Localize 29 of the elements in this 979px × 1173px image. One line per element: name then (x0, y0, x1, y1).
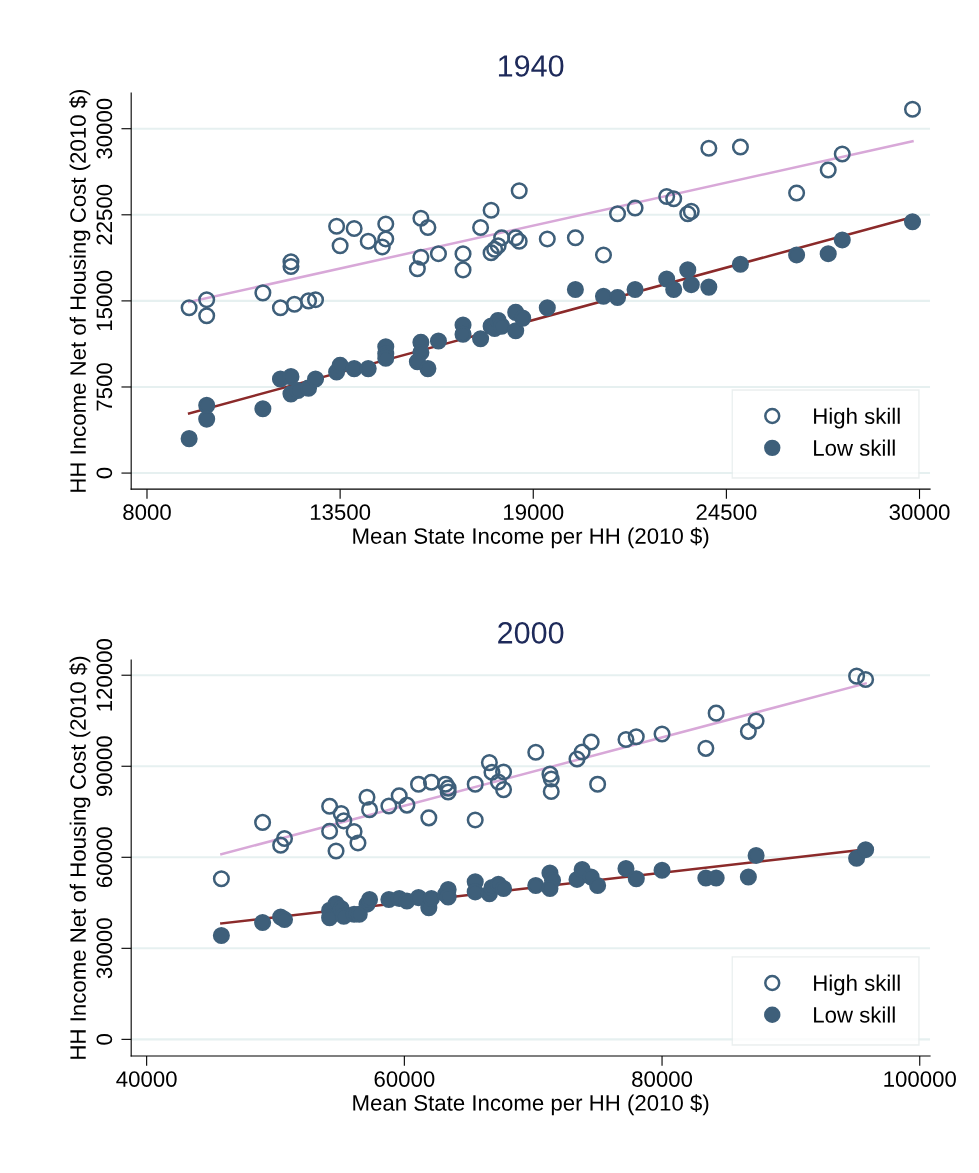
y-tick-label: 7500 (96, 363, 113, 411)
y-tick-label: 60000 (96, 827, 113, 888)
x-tick-label: 80000 (632, 1071, 693, 1087)
x-tick-label: 60000 (374, 1071, 435, 1087)
y-axis-title: HH Income Net of Housing Cost (2010 $) (69, 89, 91, 492)
y-tick-label: 15000 (96, 270, 113, 331)
x-tick-label: 40000 (116, 1071, 177, 1087)
x-tick-label: 8000 (123, 504, 171, 521)
y-tick-label: 22500 (96, 184, 113, 245)
y-tick-label: 0 (96, 467, 113, 479)
y-tick-label: 30000 (96, 98, 113, 159)
y-tick-label: 30000 (96, 918, 113, 979)
x-tick-label: 30000 (889, 504, 950, 521)
y-tick-label: 120000 (96, 639, 113, 711)
y-axis-title: HH Income Net of Housing Cost (2010 $) (69, 656, 91, 1059)
legend-label: High skill (814, 974, 900, 996)
x-axis-title: Mean State Income per HH (2010 $) (353, 1094, 709, 1116)
legend-label: Low skill (814, 439, 895, 456)
x-tick-label: 100000 (884, 1071, 956, 1087)
y-tick-label: 90000 (96, 736, 113, 797)
legend-label: Low skill (814, 1006, 895, 1023)
chart-title: 2000 (498, 622, 564, 644)
legend-label: High skill (814, 407, 900, 429)
y-tick-label: 0 (96, 1034, 113, 1045)
x-tick-label: 19000 (504, 504, 564, 521)
x-tick-label: 13500 (310, 504, 371, 521)
x-tick-label: 24500 (696, 504, 757, 521)
x-axis-title: Mean State Income per HH (2010 $) (353, 527, 709, 549)
chart-title: 1940 (498, 55, 564, 77)
